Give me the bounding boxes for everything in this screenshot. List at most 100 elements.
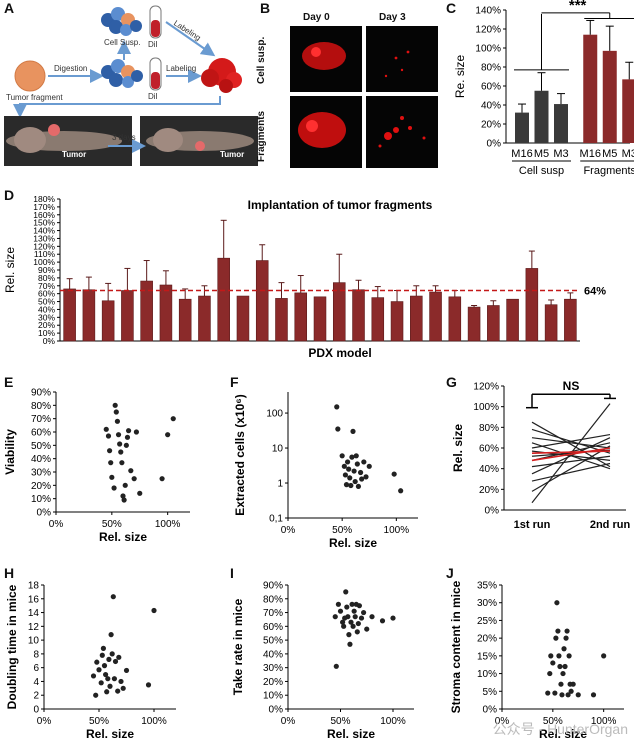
y-axis-label: Extracted cells (x10⁶) (233, 394, 247, 516)
x-tick-label: 100% (141, 716, 167, 727)
y-tick-label: 20% (477, 634, 497, 645)
bar (534, 90, 549, 143)
data-point (151, 607, 157, 614)
chart-d: 0%10%20%30%40%50%60%70%80%90%100%110%120… (3, 194, 606, 360)
x-tick-label: 0% (281, 716, 296, 727)
bar (525, 268, 539, 342)
y-tick-label: 60% (479, 444, 499, 455)
y-tick-label: 120% (475, 25, 501, 36)
data-point (98, 680, 104, 686)
bar (198, 295, 211, 342)
series-line (531, 455, 611, 468)
data-point (575, 692, 581, 698)
y-tick-label: 12 (28, 622, 40, 633)
x-tick-label: 2nd run (590, 519, 631, 531)
data-point (359, 476, 365, 482)
x-tick-label: M5 (602, 148, 617, 160)
y-tick-label: 150% (33, 218, 55, 228)
data-point (558, 681, 564, 687)
y-tick-label: 80% (263, 594, 283, 605)
x-tick-label: 0% (37, 716, 52, 727)
y-tick-label: 10% (38, 328, 55, 338)
data-point (116, 654, 122, 660)
panel-a-schematic (4, 5, 258, 166)
data-point (556, 653, 562, 659)
mean-line (531, 447, 611, 462)
bar (506, 298, 519, 342)
data-point (349, 601, 355, 607)
data-point (339, 453, 345, 459)
data-point (366, 463, 372, 469)
y-tick-label: 0,1 (269, 514, 283, 525)
b-row-cellsusp: Cell susp. (256, 36, 267, 84)
y-tick-label: 14 (28, 608, 40, 619)
y-tick-label: 50% (38, 297, 55, 307)
data-point (335, 601, 341, 607)
data-point (104, 689, 110, 695)
x-axis-label: Rel. size (327, 727, 375, 741)
x-tick-label: 50% (332, 525, 352, 536)
tumor-label-2: Tumor (220, 150, 245, 159)
data-point (398, 488, 404, 494)
bar (487, 305, 500, 342)
bar (544, 304, 558, 342)
data-point (343, 482, 350, 488)
data-point (105, 676, 111, 682)
labeled-tumor-icon (201, 58, 242, 93)
test-tube-icon (149, 57, 162, 91)
y-tick-label: 0% (43, 336, 56, 346)
y-tick-label: 40% (263, 649, 283, 660)
data-point (390, 615, 396, 621)
y-tick-label: 40% (481, 101, 501, 112)
data-point (131, 476, 137, 482)
y-tick-label: 110% (34, 249, 56, 259)
panel-letter-e: E (4, 374, 14, 390)
data-point (354, 629, 360, 635)
tumor-label-1: Tumor (62, 150, 87, 159)
y-tick-label: 6 (33, 663, 39, 674)
labeling-label-2: Labeling (166, 64, 197, 73)
bar (332, 282, 346, 342)
reference-label: 64% (584, 286, 606, 298)
data-point (348, 482, 354, 489)
y-tick-label: 20% (263, 677, 283, 688)
series-line (531, 462, 611, 482)
data-point (334, 404, 340, 410)
data-point (358, 615, 365, 621)
x-tick-label: M16 (580, 148, 601, 160)
data-point (565, 692, 571, 698)
data-point (355, 483, 362, 490)
y-tick-label: 0 (33, 705, 39, 716)
y-tick-label: 60% (263, 622, 283, 633)
panel-letter-j: J (446, 565, 454, 581)
data-point (348, 619, 354, 625)
data-point (568, 688, 574, 694)
y-tick-label: 120% (33, 241, 55, 251)
bar (583, 34, 598, 144)
y-tick-label: 10% (31, 494, 51, 505)
data-point (108, 460, 114, 466)
x-axis-label: Rel. size (86, 727, 134, 741)
bar (602, 50, 617, 143)
x-tick-label: M5 (534, 148, 549, 160)
data-point (170, 416, 176, 422)
group-label: Cell susp (519, 165, 564, 177)
group-label: Fragments (583, 165, 634, 177)
data-point (113, 409, 119, 415)
significance-label: NS (563, 379, 580, 393)
digested-cells-icon (101, 59, 143, 88)
bar (622, 79, 634, 143)
bar (390, 301, 404, 342)
y-tick-label: 5% (483, 687, 498, 698)
data-point (99, 652, 105, 658)
b-col-day3: Day 3 (379, 12, 406, 23)
bar (467, 306, 481, 342)
y-tick-label: 120% (473, 382, 499, 393)
bar (121, 290, 134, 342)
data-point (343, 589, 349, 595)
panel-letter-d: D (4, 187, 15, 203)
y-tick-label: 100% (473, 402, 499, 413)
data-point (561, 646, 567, 652)
y-tick-label: 90% (263, 581, 283, 592)
data-point (120, 493, 126, 499)
